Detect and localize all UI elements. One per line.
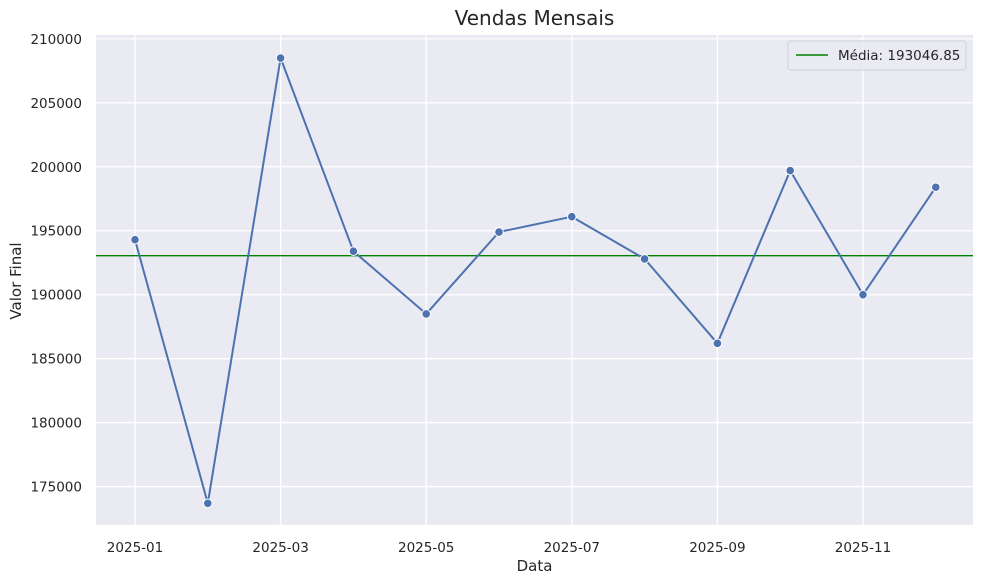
- x-tick-label: 2025-07: [544, 540, 600, 556]
- x-tick-label: 2025-11: [835, 540, 891, 556]
- y-tick-label: 200000: [30, 160, 82, 176]
- data-point: [567, 211, 577, 222]
- x-tick-label: 2025-01: [107, 540, 163, 556]
- y-tick-label: 195000: [30, 224, 82, 240]
- legend: Média: 193046.85: [787, 40, 967, 71]
- x-tick-label: 2025-09: [689, 540, 745, 556]
- y-tick-label: 185000: [30, 352, 82, 368]
- data-point: [348, 246, 359, 257]
- y-tick-label: 180000: [30, 416, 82, 432]
- data-point: [494, 227, 504, 237]
- y-tick-label: 205000: [30, 96, 82, 112]
- y-tick-label: 190000: [30, 288, 82, 304]
- data-point: [130, 234, 140, 245]
- data-point: [203, 498, 213, 509]
- legend-box: [787, 40, 967, 71]
- y-axis-label: Valor Final: [7, 242, 25, 319]
- data-point: [275, 53, 286, 63]
- x-tick-label: 2025-05: [398, 540, 454, 556]
- series-line: [134, 57, 937, 505]
- series-layer: [130, 53, 941, 509]
- y-tick-label: 210000: [30, 32, 82, 48]
- plot-background: [96, 35, 973, 525]
- data-point: [785, 165, 796, 176]
- data-point: [421, 309, 432, 319]
- data-point: [712, 338, 723, 349]
- data-point: [858, 289, 868, 300]
- grid: [96, 35, 973, 525]
- chart-title: Vendas Mensais: [455, 6, 615, 30]
- tick-labels: 175000 180000 185000 190000 195000 200000 2050…: [30, 32, 891, 556]
- x-tick-label: 2025-03: [252, 540, 308, 556]
- data-point: [639, 254, 650, 264]
- y-tick-label: 175000: [30, 480, 82, 496]
- data-point: [931, 182, 941, 193]
- legend-average-label: Média: 193046.85: [838, 48, 960, 64]
- x-axis-label: Data: [517, 557, 553, 575]
